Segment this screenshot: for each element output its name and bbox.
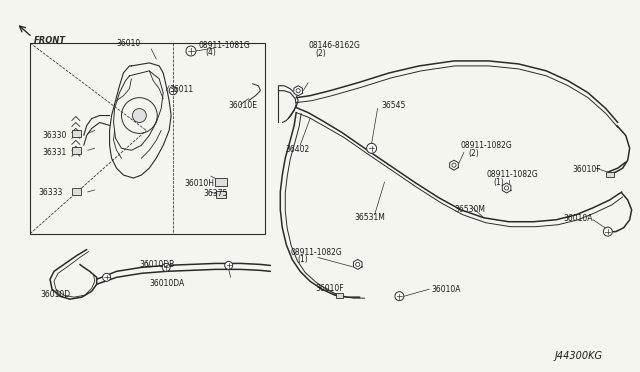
- Text: 36010: 36010: [116, 39, 141, 48]
- Text: 08911-1082G: 08911-1082G: [461, 141, 513, 150]
- FancyBboxPatch shape: [72, 189, 81, 195]
- Circle shape: [169, 87, 177, 95]
- FancyBboxPatch shape: [72, 130, 81, 137]
- Text: 36402: 36402: [285, 145, 310, 154]
- Text: (2): (2): [468, 149, 479, 158]
- Polygon shape: [502, 183, 511, 193]
- Bar: [30, 43, 266, 234]
- Text: (1): (1): [493, 178, 504, 187]
- Circle shape: [162, 263, 170, 271]
- Text: 36530M: 36530M: [454, 205, 485, 214]
- Polygon shape: [450, 160, 458, 170]
- Text: 36545: 36545: [381, 101, 406, 110]
- Circle shape: [367, 143, 376, 153]
- Circle shape: [504, 186, 509, 190]
- Polygon shape: [294, 86, 303, 96]
- Text: 36010D: 36010D: [40, 290, 70, 299]
- FancyBboxPatch shape: [215, 177, 227, 186]
- Text: 36375: 36375: [204, 189, 228, 198]
- Circle shape: [296, 89, 300, 93]
- Circle shape: [395, 292, 404, 301]
- Circle shape: [132, 109, 147, 122]
- Text: 08911-1081G: 08911-1081G: [199, 41, 251, 50]
- Text: 36333: 36333: [38, 188, 63, 197]
- Text: 36010E: 36010E: [228, 101, 258, 110]
- Circle shape: [102, 273, 111, 281]
- Text: 08911-1082G: 08911-1082G: [290, 247, 342, 257]
- FancyBboxPatch shape: [72, 147, 81, 154]
- Text: 36010A: 36010A: [563, 214, 593, 223]
- Circle shape: [186, 46, 196, 56]
- Text: (1): (1): [297, 256, 308, 264]
- Text: J44300KG: J44300KG: [554, 351, 602, 361]
- FancyBboxPatch shape: [216, 192, 226, 198]
- Text: 36330: 36330: [42, 131, 67, 140]
- Text: 36010DB: 36010DB: [140, 260, 175, 269]
- Text: 36331: 36331: [42, 148, 67, 157]
- Circle shape: [604, 227, 612, 236]
- FancyBboxPatch shape: [606, 171, 614, 177]
- Text: 36010F: 36010F: [572, 165, 601, 174]
- Text: (4): (4): [206, 48, 217, 57]
- Text: 36010A: 36010A: [431, 285, 461, 294]
- Polygon shape: [353, 259, 362, 269]
- Text: 36531M: 36531M: [355, 213, 386, 222]
- Text: 08146-8162G: 08146-8162G: [308, 41, 360, 50]
- Text: 36011: 36011: [169, 85, 193, 94]
- Text: 36010F: 36010F: [315, 284, 344, 293]
- Circle shape: [356, 262, 360, 266]
- FancyBboxPatch shape: [337, 293, 343, 298]
- Text: (2): (2): [315, 49, 326, 58]
- Text: 36010DA: 36010DA: [149, 279, 184, 288]
- Circle shape: [452, 163, 456, 167]
- Text: 36010H: 36010H: [184, 179, 214, 188]
- Text: 08911-1082G: 08911-1082G: [487, 170, 538, 179]
- Text: FRONT: FRONT: [34, 36, 67, 45]
- Circle shape: [225, 262, 233, 269]
